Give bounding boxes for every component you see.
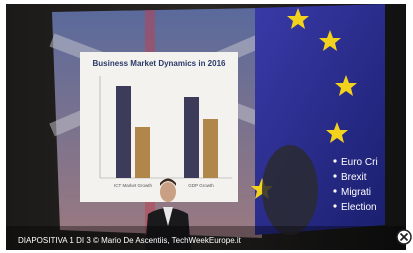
category-label: GDP Growth — [188, 183, 214, 188]
chart-bar — [203, 119, 218, 178]
slideshow-viewer: Business Market Dynamics in 2016 ICT Mar… — [0, 0, 413, 253]
close-button[interactable] — [397, 230, 411, 244]
chart-bar — [184, 97, 199, 178]
caption: DIAPOSITIVA 1 DI 3 © Mario De Ascentiis,… — [18, 236, 242, 245]
bullet: Migrati — [341, 187, 371, 198]
bullet: Brexit — [341, 172, 367, 183]
chart-bar — [135, 127, 150, 178]
chart-bar — [116, 86, 131, 178]
bullet: Euro Cri — [341, 157, 378, 168]
chart-title: Business Market Dynamics in 2016 — [93, 59, 227, 68]
bullet: Election — [341, 202, 377, 213]
projected-slide: Business Market Dynamics in 2016 ICT Mar… — [52, 4, 385, 238]
page: Business Market Dynamics in 2016 ICT Mar… — [0, 0, 413, 253]
category-label: ICT Market Growth — [114, 183, 152, 188]
